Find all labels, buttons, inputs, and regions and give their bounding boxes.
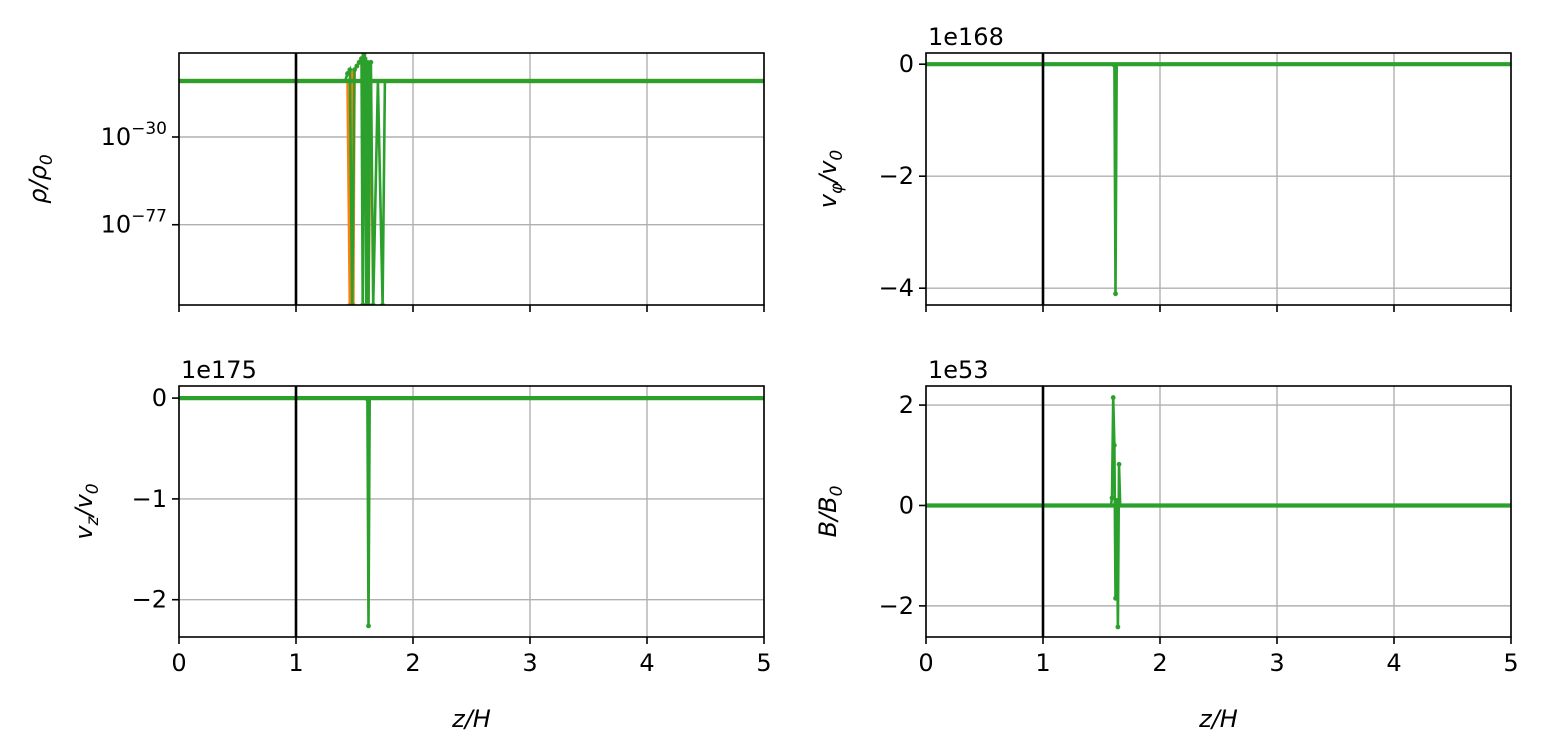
y-tick-label: −4: [879, 274, 914, 302]
data-point: [1110, 395, 1116, 400]
offset-multiplier: 1e175: [181, 356, 257, 384]
x-tick-label: 3: [522, 649, 537, 677]
data-point: [1114, 498, 1120, 503]
data-point: [347, 67, 353, 73]
offset-multiplier: 1e53: [928, 356, 989, 384]
axes-frame: [925, 52, 1512, 306]
data-point: [367, 63, 373, 69]
axes-frame: [925, 385, 1512, 638]
panel-rho: 10−30 10−77 ρ/ρ0: [24, 52, 765, 312]
data-point: [1113, 595, 1118, 601]
plot-area: [179, 53, 764, 305]
y-tick-label: 2: [899, 391, 914, 419]
y-tick-label: 10−77: [101, 207, 167, 239]
x-tick-label: 3: [1269, 649, 1284, 677]
series-line: [926, 62, 1511, 294]
data-point: [1116, 461, 1122, 467]
x-tick-label: 4: [1386, 649, 1401, 677]
y-tick-label: −2: [879, 592, 914, 620]
data-point: [356, 59, 362, 65]
plot-area: [926, 395, 1511, 630]
data-point: [359, 56, 364, 61]
x-tick-label: 2: [405, 649, 420, 677]
x-tick-label: 0: [918, 649, 933, 677]
x-axis-label: z/H: [1198, 705, 1238, 733]
series-line: [179, 53, 764, 305]
data-point: [1115, 624, 1121, 630]
data-point: [368, 59, 374, 65]
x-tick-label: 2: [1152, 649, 1167, 677]
y-tick-label: 0: [899, 491, 914, 519]
panel-B: 0 1 2 3 4 5 2 0 −2 1e53 B/B0 z/H: [814, 356, 1519, 733]
data-point: [366, 623, 371, 629]
data-point: [1111, 442, 1117, 448]
panel-vz: 0 1 2 3 4 5 0 −1 −2 1e175 vz/v0 z/H: [70, 356, 772, 733]
axes-frame: [178, 52, 765, 306]
data-point: [1113, 291, 1118, 297]
axes-frame: [178, 385, 765, 638]
x-tick-label: 5: [1503, 649, 1518, 677]
data-point: [364, 59, 370, 65]
x-tick-label: 1: [1035, 649, 1050, 677]
y-axis-label: vz/v0: [70, 483, 103, 539]
y-tick-label: 10−30: [101, 119, 167, 151]
plot-area: [926, 62, 1511, 297]
data-point: [1109, 495, 1115, 501]
panel-vphi: 0 −2 −4 1e168 vφ/v0: [814, 23, 1512, 312]
data-point: [345, 71, 350, 76]
series-line: [179, 54, 764, 305]
y-tick-label: 0: [152, 384, 167, 412]
y-tick-label: −2: [879, 162, 914, 190]
x-tick-label: 5: [756, 649, 771, 677]
y-tick-label: −2: [132, 586, 167, 614]
data-point: [362, 56, 368, 61]
y-axis-label: ρ/ρ0: [24, 154, 57, 203]
y-tick-label: 0: [899, 50, 914, 78]
y-axis-label: vφ/v0: [814, 150, 847, 209]
y-tick-label: −1: [132, 485, 167, 513]
plot-area: [179, 395, 764, 629]
x-tick-label: 4: [639, 649, 654, 677]
offset-multiplier: 1e168: [928, 23, 1004, 51]
data-point: [352, 67, 357, 73]
data-point: [361, 53, 367, 58]
x-tick-label: 1: [288, 649, 303, 677]
series-line: [926, 397, 1511, 628]
data-point: [364, 396, 370, 402]
x-tick-label: 0: [171, 649, 186, 677]
data-point: [1111, 62, 1117, 68]
data-point: [354, 63, 360, 69]
x-axis-label: z/H: [451, 705, 491, 733]
series-line: [179, 396, 764, 626]
y-axis-label: B/B0: [814, 486, 847, 538]
